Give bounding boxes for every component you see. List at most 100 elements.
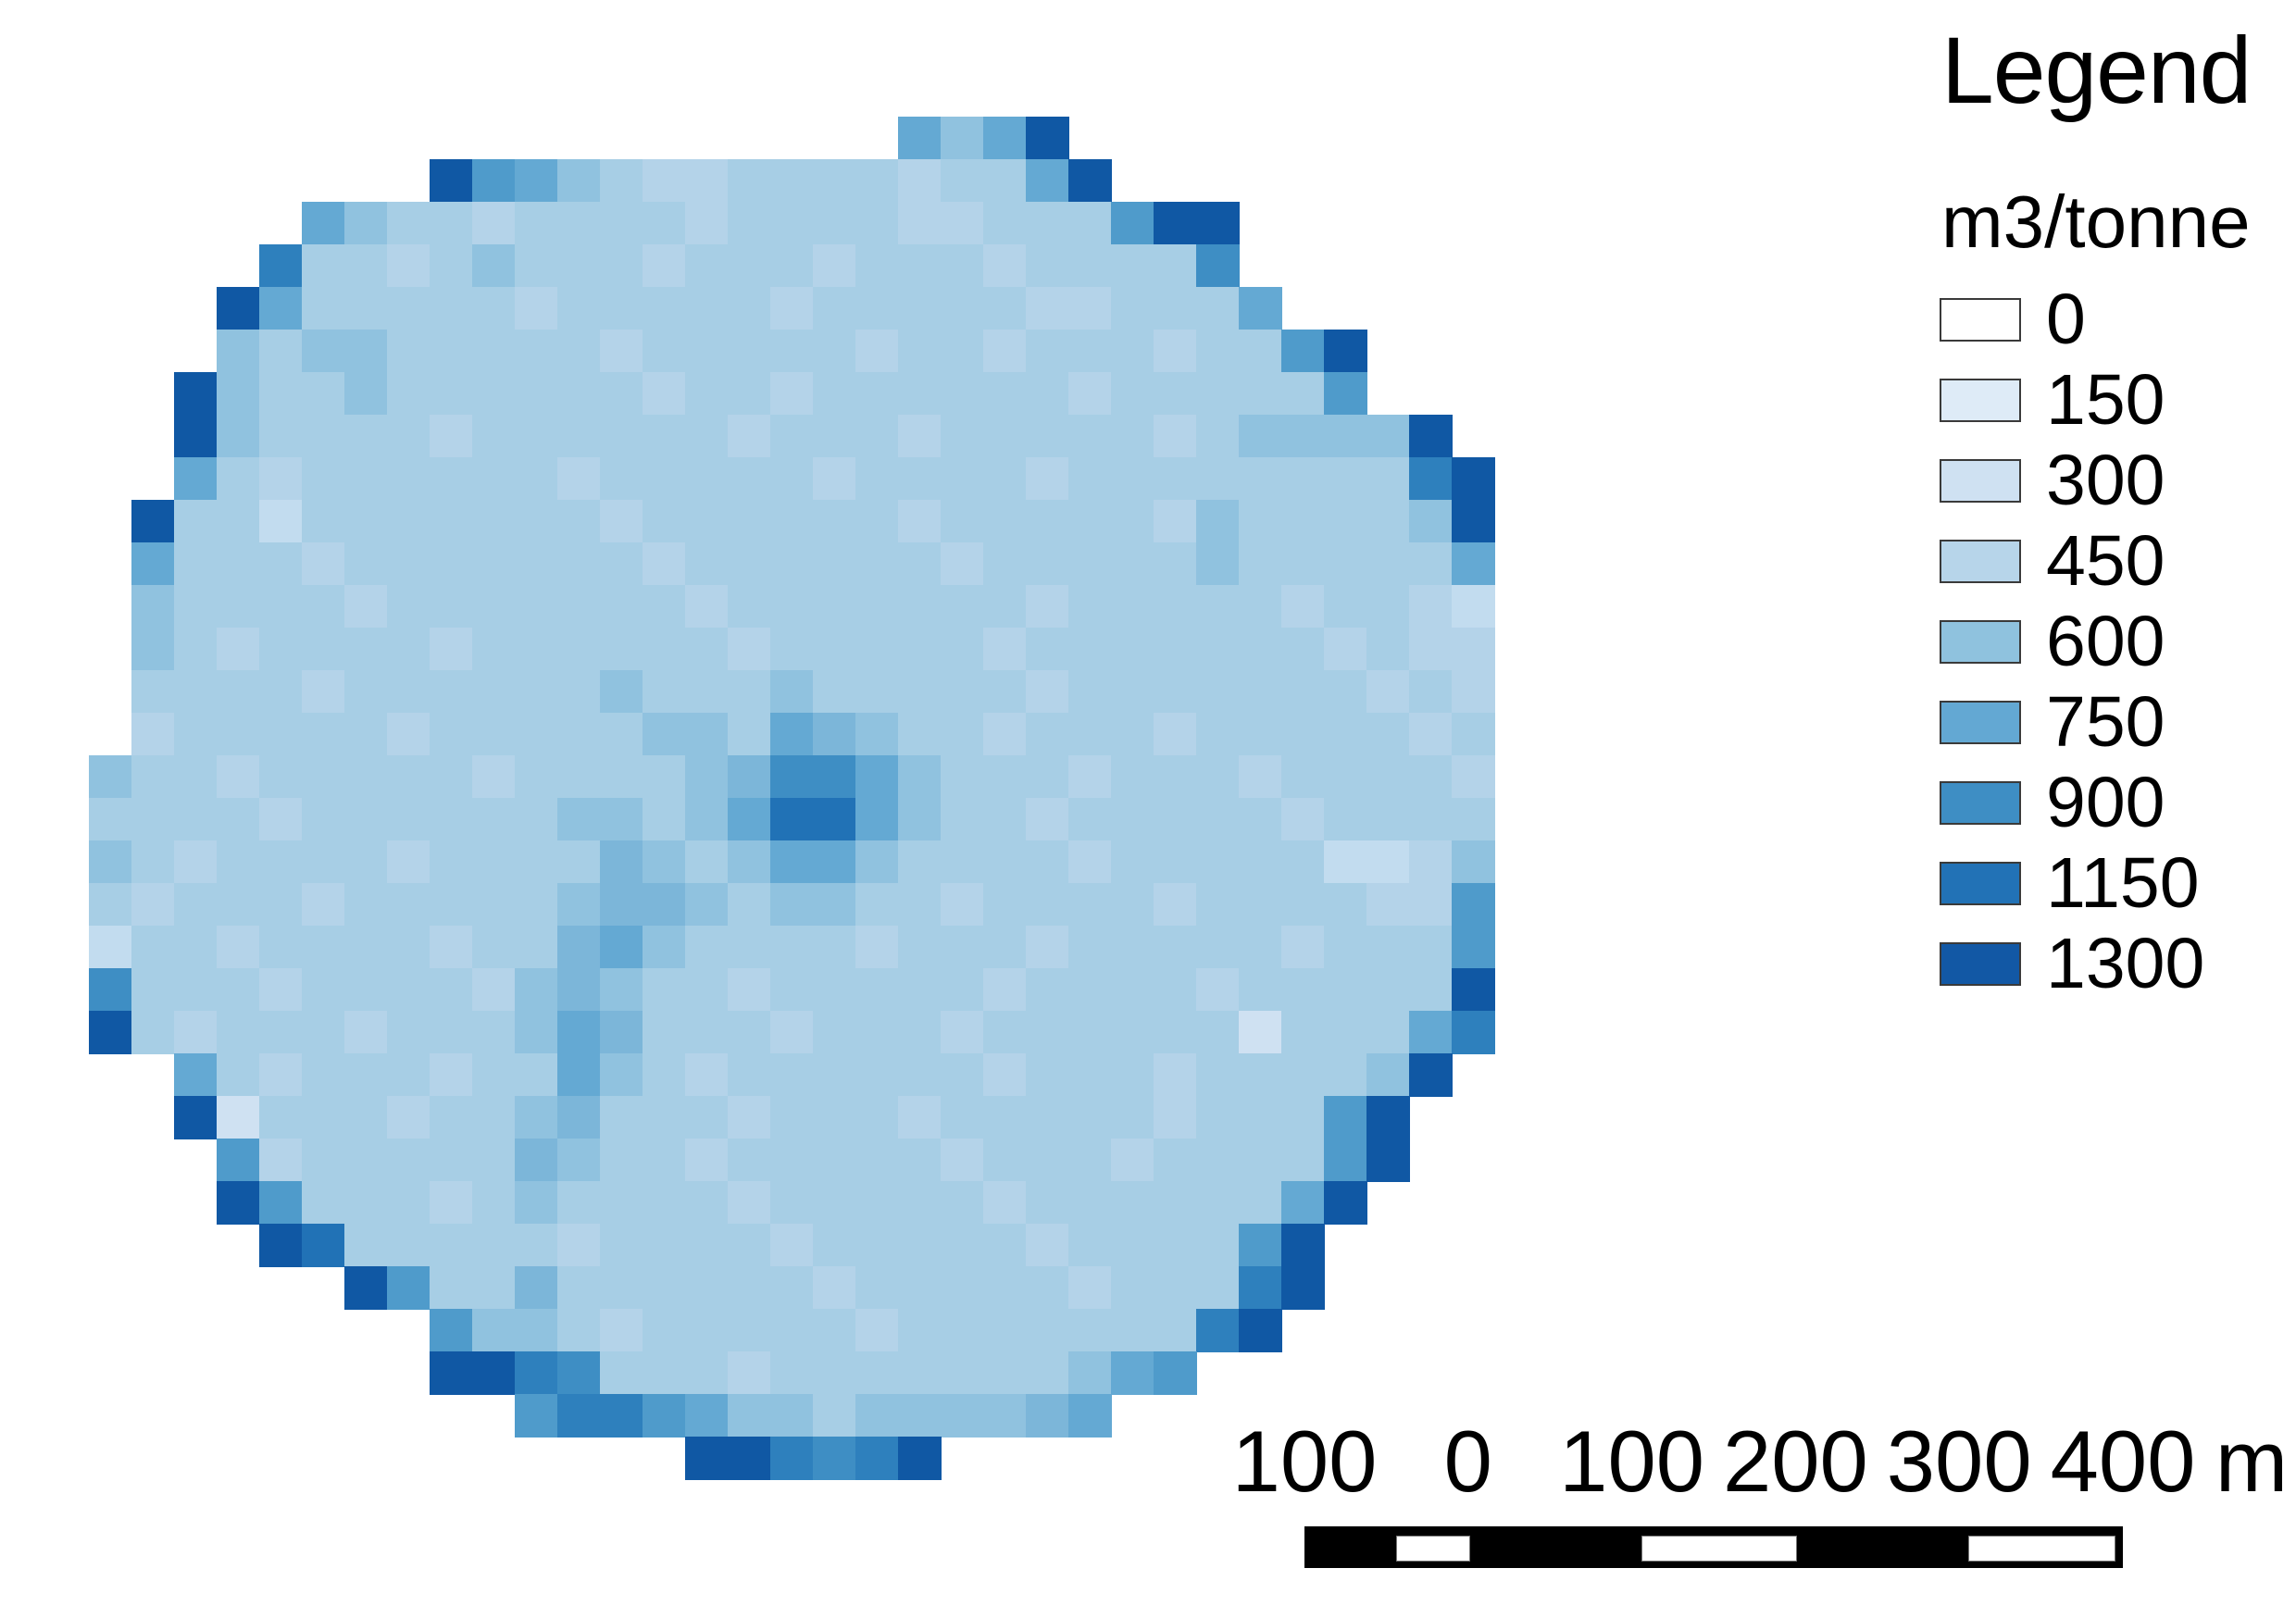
raster-cell bbox=[515, 372, 558, 416]
raster-cell bbox=[131, 585, 175, 629]
raster-cell bbox=[855, 500, 899, 543]
raster-cell bbox=[1026, 1181, 1069, 1225]
raster-cell bbox=[983, 883, 1027, 927]
raster-cell bbox=[600, 1181, 643, 1225]
raster-cell bbox=[1196, 628, 1240, 671]
raster-cell bbox=[898, 1096, 942, 1139]
raster-cell bbox=[217, 372, 260, 416]
raster-cell bbox=[430, 1351, 473, 1395]
raster-cell bbox=[302, 1224, 345, 1267]
legend-item-label: 1300 bbox=[2046, 924, 2205, 1003]
raster-cell bbox=[89, 798, 132, 841]
raster-cell bbox=[515, 1053, 558, 1097]
raster-cell bbox=[770, 1139, 814, 1182]
raster-cell bbox=[685, 542, 729, 586]
raster-cell bbox=[983, 1139, 1027, 1182]
scalebar-segment-box bbox=[1396, 1536, 1470, 1562]
raster-cell bbox=[1196, 1224, 1240, 1267]
raster-cell bbox=[430, 287, 473, 330]
raster-cell bbox=[1068, 1266, 1112, 1310]
raster-cell bbox=[217, 713, 260, 756]
raster-cell bbox=[813, 1011, 856, 1054]
raster-cell bbox=[898, 457, 942, 501]
raster-cell bbox=[813, 713, 856, 756]
raster-cell bbox=[259, 713, 303, 756]
raster-cell bbox=[1026, 415, 1069, 458]
raster-cell bbox=[600, 1351, 643, 1395]
raster-cell bbox=[557, 1309, 601, 1352]
raster-cell bbox=[1281, 1266, 1325, 1310]
raster-cell bbox=[131, 755, 175, 799]
raster-cell bbox=[430, 159, 473, 203]
raster-cell bbox=[430, 1309, 473, 1352]
raster-cell bbox=[983, 1266, 1027, 1310]
raster-cell bbox=[430, 670, 473, 714]
raster-cell bbox=[1026, 1309, 1069, 1352]
raster-cell bbox=[174, 542, 218, 586]
raster-cell bbox=[941, 244, 984, 288]
raster-cell bbox=[770, 500, 814, 543]
raster-cell bbox=[855, 926, 899, 969]
raster-cell bbox=[1452, 713, 1495, 756]
raster-cell bbox=[898, 500, 942, 543]
raster-cell bbox=[259, 542, 303, 586]
raster-cell bbox=[1026, 670, 1069, 714]
raster-cell bbox=[600, 883, 643, 927]
raster-cell bbox=[1366, 415, 1410, 458]
raster-cell bbox=[1409, 713, 1453, 756]
raster-cell bbox=[898, 117, 942, 160]
raster-cell bbox=[941, 287, 984, 330]
raster-cell bbox=[344, 1139, 388, 1182]
raster-cell bbox=[1154, 713, 1197, 756]
raster-cell bbox=[898, 1437, 942, 1480]
raster-cell bbox=[898, 840, 942, 884]
raster-cell bbox=[855, 883, 899, 927]
raster-cell bbox=[600, 1266, 643, 1310]
raster-cell bbox=[600, 244, 643, 288]
raster-cell bbox=[1026, 883, 1069, 927]
raster-cell bbox=[898, 1053, 942, 1097]
raster-cell bbox=[1324, 1139, 1367, 1182]
raster-cell bbox=[770, 1309, 814, 1352]
raster-cell bbox=[472, 330, 516, 373]
raster-cell bbox=[941, 670, 984, 714]
raster-cell bbox=[813, 330, 856, 373]
raster-cell bbox=[728, 1139, 771, 1182]
raster-cell bbox=[941, 1224, 984, 1267]
raster-cell bbox=[1239, 926, 1282, 969]
raster-cell bbox=[557, 670, 601, 714]
raster-cell bbox=[770, 883, 814, 927]
raster-cell bbox=[1111, 1309, 1154, 1352]
raster-cell bbox=[302, 244, 345, 288]
raster-cell bbox=[898, 159, 942, 203]
raster-cell bbox=[728, 159, 771, 203]
raster-cell bbox=[430, 1224, 473, 1267]
raster-cell bbox=[855, 713, 899, 756]
raster-cell bbox=[898, 713, 942, 756]
raster-cell bbox=[1366, 542, 1410, 586]
raster-cell bbox=[1196, 287, 1240, 330]
scalebar-unit-label: m bbox=[2215, 1413, 2289, 1510]
raster-cell bbox=[600, 585, 643, 629]
raster-cell bbox=[259, 1011, 303, 1054]
raster-cell bbox=[174, 1096, 218, 1139]
raster-cell bbox=[770, 202, 814, 245]
raster-cell bbox=[472, 585, 516, 629]
raster-cell bbox=[1281, 1224, 1325, 1267]
raster-cell bbox=[557, 202, 601, 245]
raster-cell bbox=[302, 202, 345, 245]
raster-cell bbox=[1111, 1011, 1154, 1054]
raster-cell bbox=[344, 202, 388, 245]
raster-cell bbox=[770, 628, 814, 671]
raster-cell bbox=[770, 159, 814, 203]
raster-cell bbox=[557, 968, 601, 1012]
raster-cell bbox=[557, 798, 601, 841]
raster-cell bbox=[941, 1096, 984, 1139]
raster-cell bbox=[387, 798, 430, 841]
raster-cell bbox=[1068, 713, 1112, 756]
raster-cell bbox=[1409, 883, 1453, 927]
raster-cell bbox=[302, 330, 345, 373]
raster-cell bbox=[643, 1394, 686, 1438]
raster-cell bbox=[302, 628, 345, 671]
legend-swatch bbox=[1940, 942, 2021, 986]
